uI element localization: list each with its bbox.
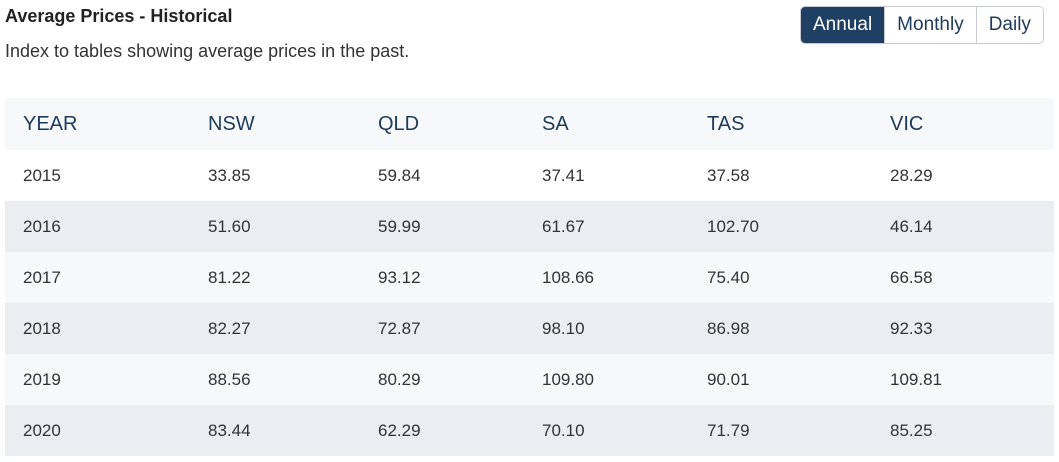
table-cell: 109.81 bbox=[872, 354, 1054, 405]
column-header: SA bbox=[524, 98, 689, 150]
table-cell: 33.85 bbox=[190, 150, 360, 201]
table-cell: 51.60 bbox=[190, 201, 360, 252]
table-cell: 66.58 bbox=[872, 252, 1054, 303]
table-row: 2015 33.85 59.84 37.41 37.58 28.29 bbox=[5, 150, 1054, 201]
table-cell: 37.41 bbox=[524, 150, 689, 201]
table-cell: 61.67 bbox=[524, 201, 689, 252]
table-cell: 82.27 bbox=[190, 303, 360, 354]
period-tabs: Annual Monthly Daily bbox=[800, 6, 1044, 44]
table-cell: 28.29 bbox=[872, 150, 1054, 201]
table-cell: 109.80 bbox=[524, 354, 689, 405]
table-cell: 71.79 bbox=[689, 405, 872, 456]
table-cell: 85.25 bbox=[872, 405, 1054, 456]
table-cell: 46.14 bbox=[872, 201, 1054, 252]
table-cell: 92.33 bbox=[872, 303, 1054, 354]
table-cell: 72.87 bbox=[360, 303, 524, 354]
column-header: TAS bbox=[689, 98, 872, 150]
table-cell: 2020 bbox=[5, 405, 190, 456]
table-row: 2018 82.27 72.87 98.10 86.98 92.33 bbox=[5, 303, 1054, 354]
table-cell: 81.22 bbox=[190, 252, 360, 303]
column-header: VIC bbox=[872, 98, 1054, 150]
table-row: 2020 83.44 62.29 70.10 71.79 85.25 bbox=[5, 405, 1054, 456]
table-cell: 2015 bbox=[5, 150, 190, 201]
table-cell: 75.40 bbox=[689, 252, 872, 303]
table-row: 2017 81.22 93.12 108.66 75.40 66.58 bbox=[5, 252, 1054, 303]
table-cell: 83.44 bbox=[190, 405, 360, 456]
table-cell: 62.29 bbox=[360, 405, 524, 456]
table-cell: 90.01 bbox=[689, 354, 872, 405]
table-cell: 93.12 bbox=[360, 252, 524, 303]
table-cell: 59.99 bbox=[360, 201, 524, 252]
tab-button[interactable]: Daily bbox=[975, 7, 1043, 43]
table-cell: 98.10 bbox=[524, 303, 689, 354]
page-title: Average Prices - Historical bbox=[5, 6, 233, 26]
table-cell: 80.29 bbox=[360, 354, 524, 405]
page-subtitle: Index to tables showing average prices i… bbox=[5, 41, 410, 61]
column-header: YEAR bbox=[5, 98, 190, 150]
column-header: QLD bbox=[360, 98, 524, 150]
table-cell: 2017 bbox=[5, 252, 190, 303]
tab-button[interactable]: Monthly bbox=[884, 7, 976, 43]
table-cell: 2018 bbox=[5, 303, 190, 354]
prices-table: YEAR NSW QLD SA TAS VIC 2015 33.85 59.84 37.41 37… bbox=[5, 98, 1054, 456]
tab-button[interactable]: Annual bbox=[801, 7, 885, 43]
header-row: YEAR NSW QLD SA TAS VIC bbox=[5, 98, 1054, 150]
table-cell: 59.84 bbox=[360, 150, 524, 201]
table-cell: 70.10 bbox=[524, 405, 689, 456]
table-cell: 102.70 bbox=[689, 201, 872, 252]
table-cell: 2016 bbox=[5, 201, 190, 252]
table-row: 2016 51.60 59.99 61.67 102.70 46.14 bbox=[5, 201, 1054, 252]
table-row: 2019 88.56 80.29 109.80 90.01 109.81 bbox=[5, 354, 1054, 405]
column-header: NSW bbox=[190, 98, 360, 150]
table-cell: 2019 bbox=[5, 354, 190, 405]
table-cell: 37.58 bbox=[689, 150, 872, 201]
table-cell: 88.56 bbox=[190, 354, 360, 405]
table-cell: 86.98 bbox=[689, 303, 872, 354]
table-cell: 108.66 bbox=[524, 252, 689, 303]
